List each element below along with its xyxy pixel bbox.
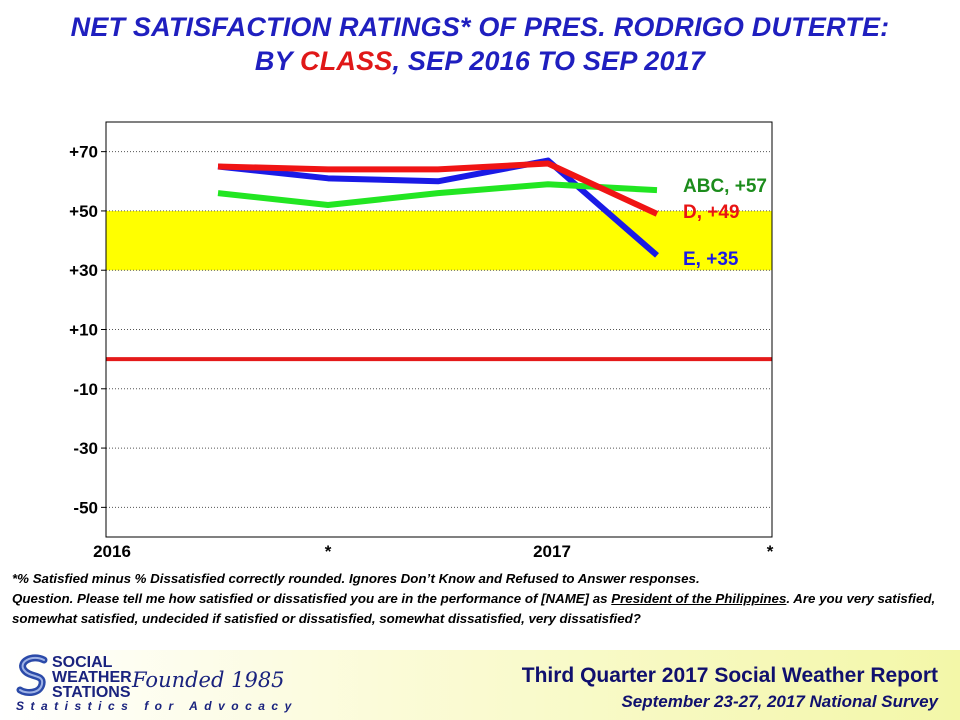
footnote: *% Satisfied minus % Dissatisfied correc…: [12, 569, 942, 629]
chart-title-line-1: NET SATISFACTION RATINGS* OF PRES. RODRI…: [70, 12, 890, 42]
line-chart: +70 +50 +30 +10 -10 -30 -50 2016 * 2017 * E, +35 ABC…: [69, 121, 774, 561]
org-name: SOCIAL WEATHER STATIONS: [52, 654, 132, 701]
y-tick-label: +50: [69, 202, 98, 221]
chart-title-line-2: BY CLASS, SEP 2016 TO SEP 2017: [0, 46, 960, 77]
y-tick-label: +70: [69, 143, 98, 162]
org-name-line-2: WEATHER: [52, 669, 132, 686]
y-tick-label: -30: [73, 439, 98, 458]
title-class-accent: CLASS: [300, 46, 393, 76]
title-by: BY: [254, 46, 300, 76]
x-tick-label: 2016: [93, 542, 131, 561]
org-name-line-3: STATIONS: [52, 684, 131, 701]
footnote-question: Question. Please tell me how satisfied o…: [12, 591, 612, 606]
x-tick-label: *: [325, 542, 332, 561]
sws-swirl-logo-icon: [16, 654, 48, 696]
series-end-label-e: E, +35: [683, 249, 739, 270]
y-tick-label: +30: [69, 261, 98, 280]
series-line-d: [217, 160, 659, 217]
report-title: Third Quarter 2017 Social Weather Report: [521, 664, 938, 687]
footnote-underlined-office: President of the Philippines: [611, 591, 787, 606]
title-date-range: , SEP 2016 TO SEP 2017: [392, 46, 706, 76]
y-tick-label: -50: [73, 498, 98, 517]
series-line-abc: [217, 181, 658, 208]
footer-band: [0, 650, 960, 720]
footnote-question-end: . Are you very satisfied, somewhat satis…: [12, 591, 936, 626]
y-tick-label: -10: [73, 380, 98, 399]
founded-year: Founded 1985: [132, 668, 285, 692]
x-tick-label: 2017: [533, 542, 571, 561]
series-end-label-d: D, +49: [683, 202, 740, 223]
plot-frame: [105, 121, 773, 538]
survey-dates: September 23-27, 2017 National Survey: [621, 692, 938, 711]
series-end-label-abc: ABC, +57: [683, 176, 767, 197]
org-name-line-1: SOCIAL: [52, 654, 113, 671]
highlight-band: [106, 210, 772, 271]
series-line-e: [217, 157, 659, 258]
org-tagline: Statistics for Advocacy: [16, 699, 298, 713]
y-tick-label: +10: [69, 321, 98, 340]
x-tick-label: *: [767, 542, 774, 561]
footnote-definition: *% Satisfied minus % Dissatisfied correc…: [12, 571, 700, 586]
